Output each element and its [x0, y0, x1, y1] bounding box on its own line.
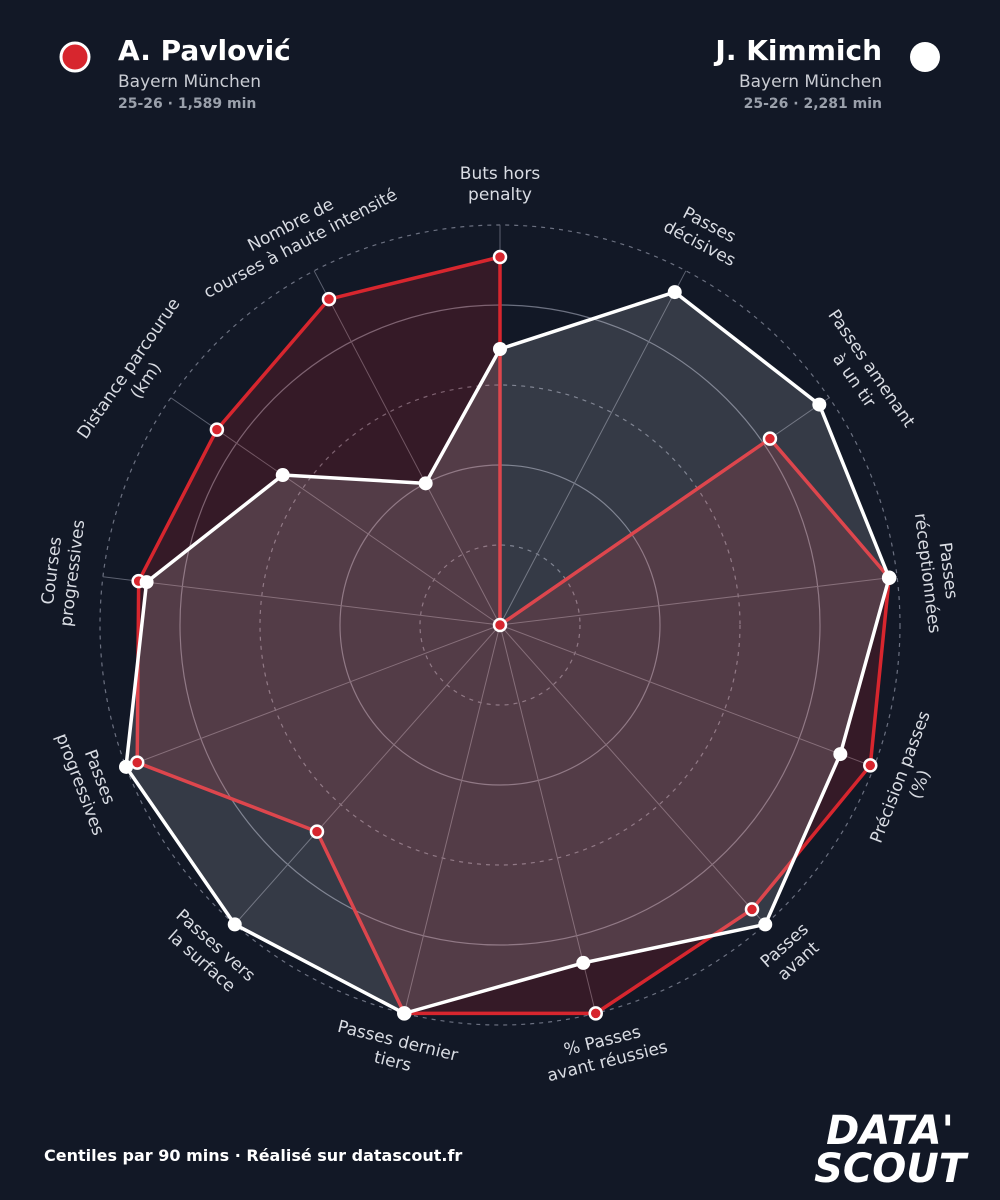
spoke — [499, 576, 898, 626]
radar-point — [576, 955, 591, 970]
radar-point — [863, 758, 878, 773]
spoke — [313, 270, 501, 626]
radar-point — [321, 291, 337, 307]
radar-point — [227, 917, 242, 932]
legend-marker — [59, 41, 91, 73]
spoke — [125, 624, 501, 768]
spoke — [499, 624, 766, 925]
logo-text: DATA' — [826, 1108, 954, 1154]
radar-point — [118, 759, 133, 774]
radar-point — [129, 755, 145, 770]
logo-text: SCOUT — [814, 1146, 966, 1192]
player-name: J. Kimmich — [715, 34, 882, 67]
grid-ring — [419, 544, 581, 706]
radar-point — [762, 431, 778, 446]
radar-point — [758, 917, 773, 932]
radar-point — [209, 422, 225, 437]
radar-point — [397, 1006, 412, 1021]
radar-point — [833, 747, 848, 762]
spoke — [499, 270, 687, 626]
legend-marker — [910, 42, 940, 72]
footer: Centiles par 90 mins · Réalisé sur datas… — [44, 1146, 463, 1165]
radar-point — [812, 397, 827, 412]
player-info: 25-26 · 2,281 min — [743, 96, 882, 112]
player-info: 25-26 · 1,589 min — [118, 96, 257, 112]
axis-label: Buts hors penalty — [459, 164, 541, 205]
radar-point — [492, 617, 508, 633]
spoke — [102, 576, 501, 626]
radar-point — [275, 468, 290, 483]
spoke — [234, 624, 501, 925]
radar-point — [418, 476, 433, 491]
radar-point — [588, 1006, 603, 1021]
radar-point — [492, 249, 508, 265]
radar-point — [744, 902, 760, 917]
spoke — [170, 397, 501, 626]
radar-area — [135, 255, 891, 1016]
radar-point — [139, 575, 154, 590]
spoke — [499, 624, 597, 1014]
player-name: A. Pavlović — [118, 34, 291, 67]
logo: DATA' SCOUT — [814, 1108, 966, 1192]
grid-ring — [259, 384, 741, 866]
radar-point — [309, 824, 325, 839]
spoke — [403, 624, 501, 1014]
radar-point — [493, 342, 507, 356]
spoke — [499, 624, 875, 768]
radar-point — [882, 570, 897, 585]
radar-point — [667, 285, 682, 300]
player-team: Bayern München — [738, 72, 882, 92]
player-team: Bayern München — [118, 72, 262, 92]
